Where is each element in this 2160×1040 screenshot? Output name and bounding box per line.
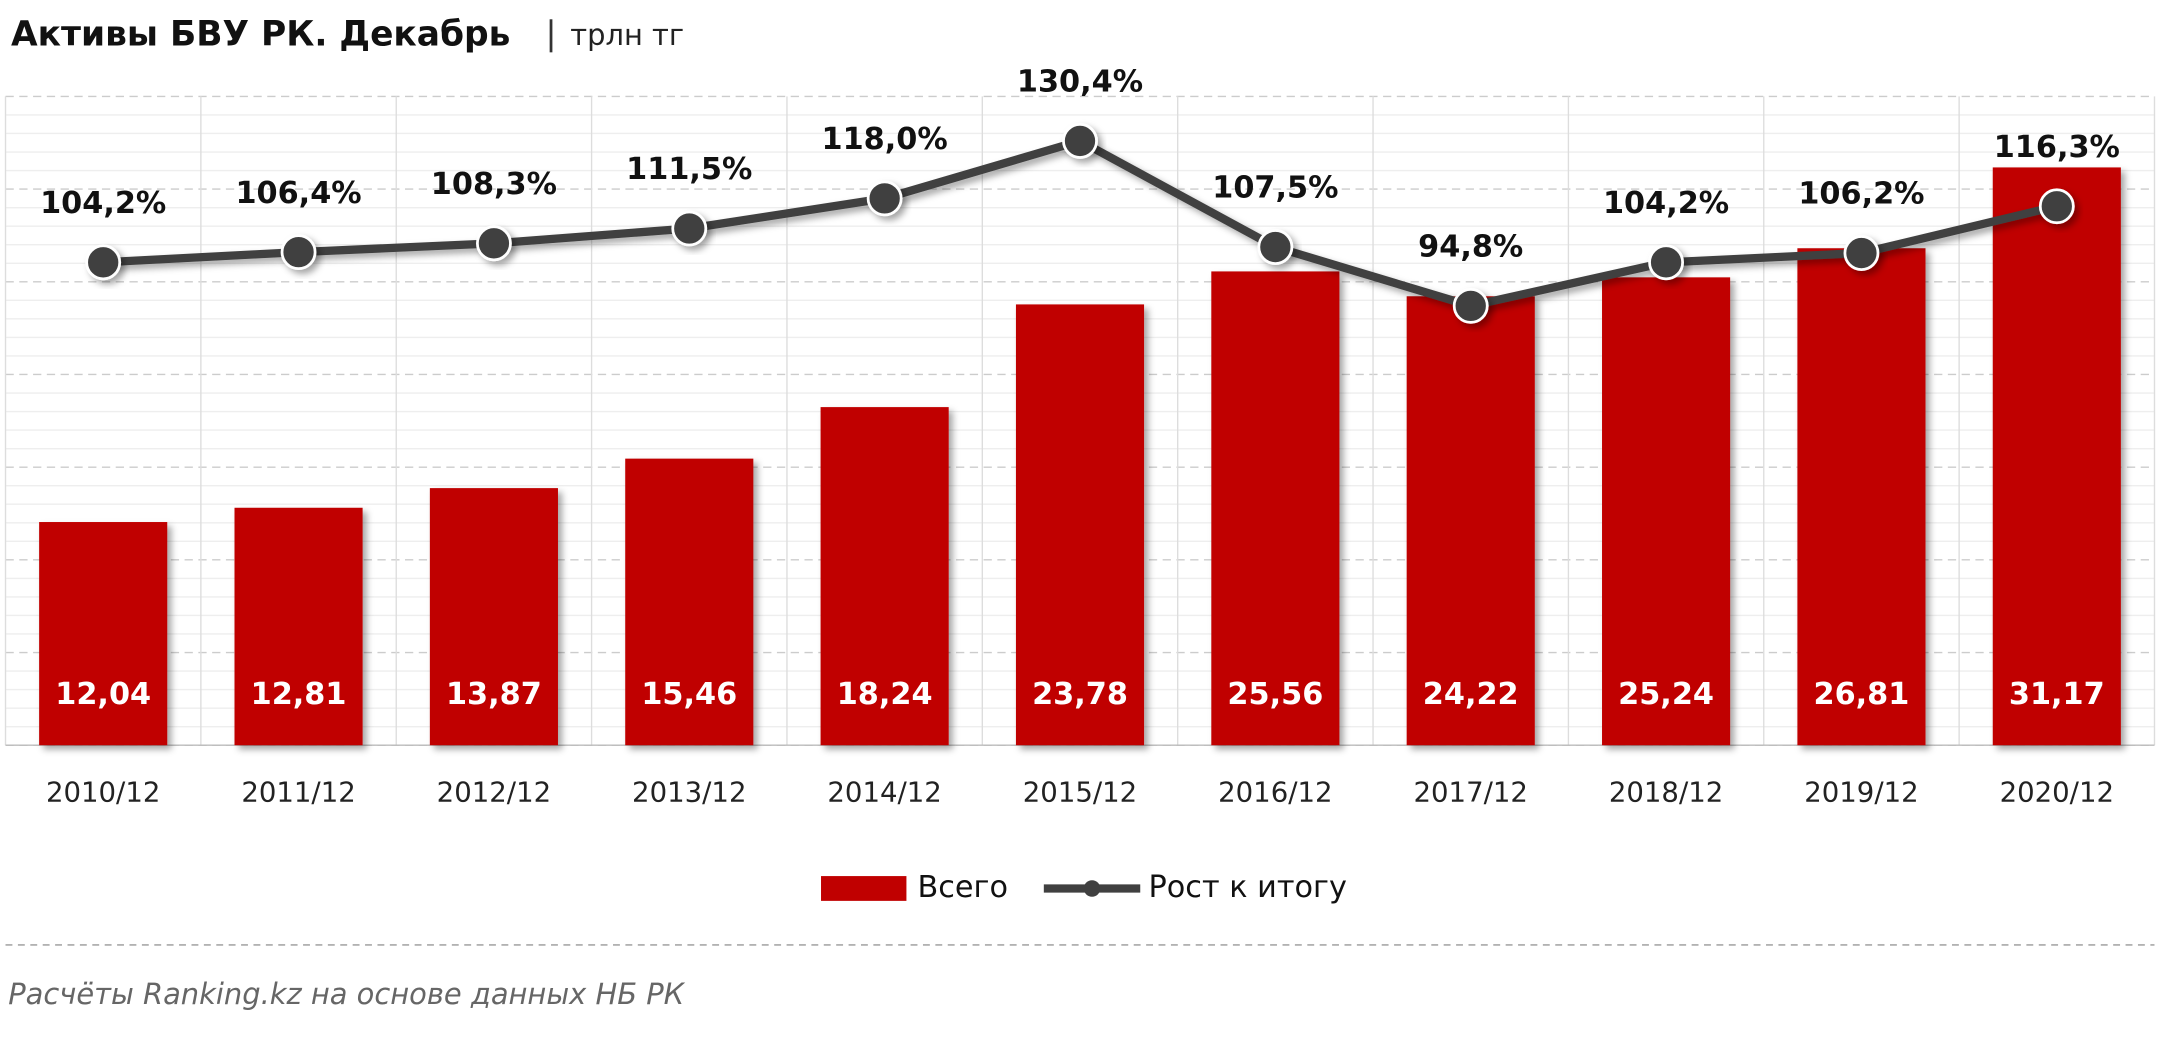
x-tick-label: 2014/12 <box>827 776 941 808</box>
line-point <box>1843 235 1880 271</box>
bar-value-label: 31,17 <box>2009 677 2105 712</box>
x-tick-label: 2020/12 <box>2000 776 2114 808</box>
chart-subtitle: трлн тг <box>570 18 684 52</box>
line-value-label: 108,3% <box>431 167 557 202</box>
bar-value-label: 12,04 <box>55 677 151 712</box>
line-value-label: 107,5% <box>1212 171 1338 206</box>
bar-value-label: 26,81 <box>1814 677 1910 712</box>
chart-title: Активы БВУ РК. Декабрь <box>11 14 510 54</box>
x-tick-label: 2016/12 <box>1218 776 1332 808</box>
bar <box>1602 277 1731 746</box>
x-tick-label: 2012/12 <box>437 776 551 808</box>
bar <box>1797 248 1926 746</box>
line-value-label: 118,0% <box>822 122 948 157</box>
line-point <box>866 180 903 217</box>
legend-swatch <box>821 876 907 901</box>
line-point <box>2038 188 2075 225</box>
line-value-label: 111,5% <box>626 152 752 187</box>
line-value-label: 106,4% <box>235 176 361 211</box>
line-value-label: 104,2% <box>1603 186 1729 221</box>
line-value-label: 116,3% <box>1994 130 2120 165</box>
bar-value-label: 25,24 <box>1618 677 1714 712</box>
x-tick-label: 2010/12 <box>46 776 160 808</box>
bar-value-label: 23,78 <box>1032 677 1128 712</box>
x-tick-label: 2015/12 <box>1023 776 1137 808</box>
bar-value-label: 15,46 <box>641 677 737 712</box>
line-point <box>1452 287 1489 324</box>
bar <box>429 488 558 746</box>
x-tick-label: 2018/12 <box>1609 776 1723 808</box>
line-value-label: 106,2% <box>1798 177 1924 212</box>
line-value-label: 104,2% <box>40 186 166 221</box>
source-note: Расчёты Ranking.kz на основе данных НБ Р… <box>8 977 685 1011</box>
legend-swatch <box>1083 880 1101 897</box>
bar <box>1015 304 1145 746</box>
line-value-label: 130,4% <box>1017 65 1143 100</box>
bar-value-label: 18,24 <box>837 677 933 712</box>
legend-label: Всего <box>917 870 1008 905</box>
bar-value-label: 25,56 <box>1227 677 1323 712</box>
bar <box>820 407 949 746</box>
bar <box>39 522 168 746</box>
line-point <box>476 225 512 262</box>
bar-value-label: 24,22 <box>1423 677 1519 712</box>
line-point <box>1648 244 1684 281</box>
bar <box>234 507 363 746</box>
bar <box>1211 271 1340 746</box>
line-point <box>671 210 708 247</box>
legend-label: Рост к итогу <box>1149 870 1347 905</box>
bar <box>625 458 754 746</box>
x-tick-label: 2013/12 <box>632 776 746 808</box>
line-point <box>85 244 122 281</box>
bar <box>1406 296 1535 746</box>
bar <box>1992 167 2121 746</box>
line-value-label: 94,8% <box>1418 230 1523 265</box>
bar-value-label: 12,81 <box>251 677 347 712</box>
x-tick-label: 2019/12 <box>1804 776 1918 808</box>
x-tick-label: 2017/12 <box>1413 776 1527 808</box>
line-point <box>1062 123 1098 159</box>
x-tick-label: 2011/12 <box>241 776 355 808</box>
line-point <box>280 234 317 271</box>
line-point <box>1257 229 1294 265</box>
bar-value-label: 13,87 <box>446 677 542 712</box>
